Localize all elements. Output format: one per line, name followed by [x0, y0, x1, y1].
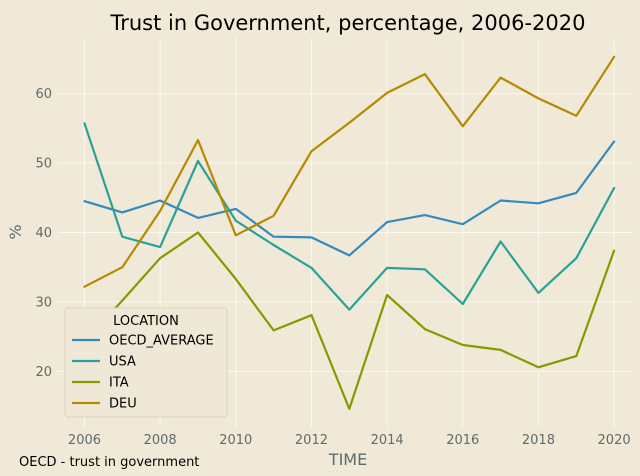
x-tick-label-2010: 2010: [219, 433, 252, 448]
legend-title: LOCATION: [113, 314, 179, 329]
x-tick-label-2020: 2020: [598, 433, 631, 448]
y-tick-label-30: 30: [35, 295, 52, 310]
legend-label-usa: USA: [109, 355, 136, 370]
series-lines: [83, 55, 616, 410]
x-tick-label-2016: 2016: [446, 433, 479, 448]
legend-box: [64, 307, 228, 418]
x-tick-label-2006: 2006: [68, 433, 101, 448]
x-tick-label-2012: 2012: [295, 433, 328, 448]
legend: LOCATION OECD_AVERAGE USA ITA DEU: [64, 307, 228, 418]
y-tick-label-60: 60: [35, 87, 52, 102]
chart-title: Trust in Government, percentage, 2006-20…: [109, 11, 585, 35]
y-tick-label-40: 40: [35, 226, 52, 241]
x-tick-label-2014: 2014: [371, 433, 404, 448]
series-line-deu: [83, 55, 616, 288]
series-line-usa: [83, 122, 616, 311]
x-axis-label: TIME: [328, 450, 367, 469]
legend-label-ita: ITA: [109, 376, 129, 391]
y-axis-label: %: [6, 224, 25, 239]
caption: OECD - trust in government: [19, 455, 199, 470]
legend-items: OECD_AVERAGE USA ITA DEU: [72, 334, 214, 412]
tick-labels: 2006 2008 2010 2012 2014 2016 2018 202020304050…: [35, 87, 630, 448]
legend-label-oecd-average: OECD_AVERAGE: [109, 334, 214, 349]
series-line-oecd-average: [83, 140, 616, 257]
legend-label-deu: DEU: [109, 397, 137, 412]
series-line-ita: [83, 231, 616, 410]
y-tick-label-20: 20: [35, 365, 52, 380]
x-tick-label-2018: 2018: [522, 433, 555, 448]
x-tick-label-2008: 2008: [144, 433, 177, 448]
y-tick-label-50: 50: [35, 157, 52, 172]
